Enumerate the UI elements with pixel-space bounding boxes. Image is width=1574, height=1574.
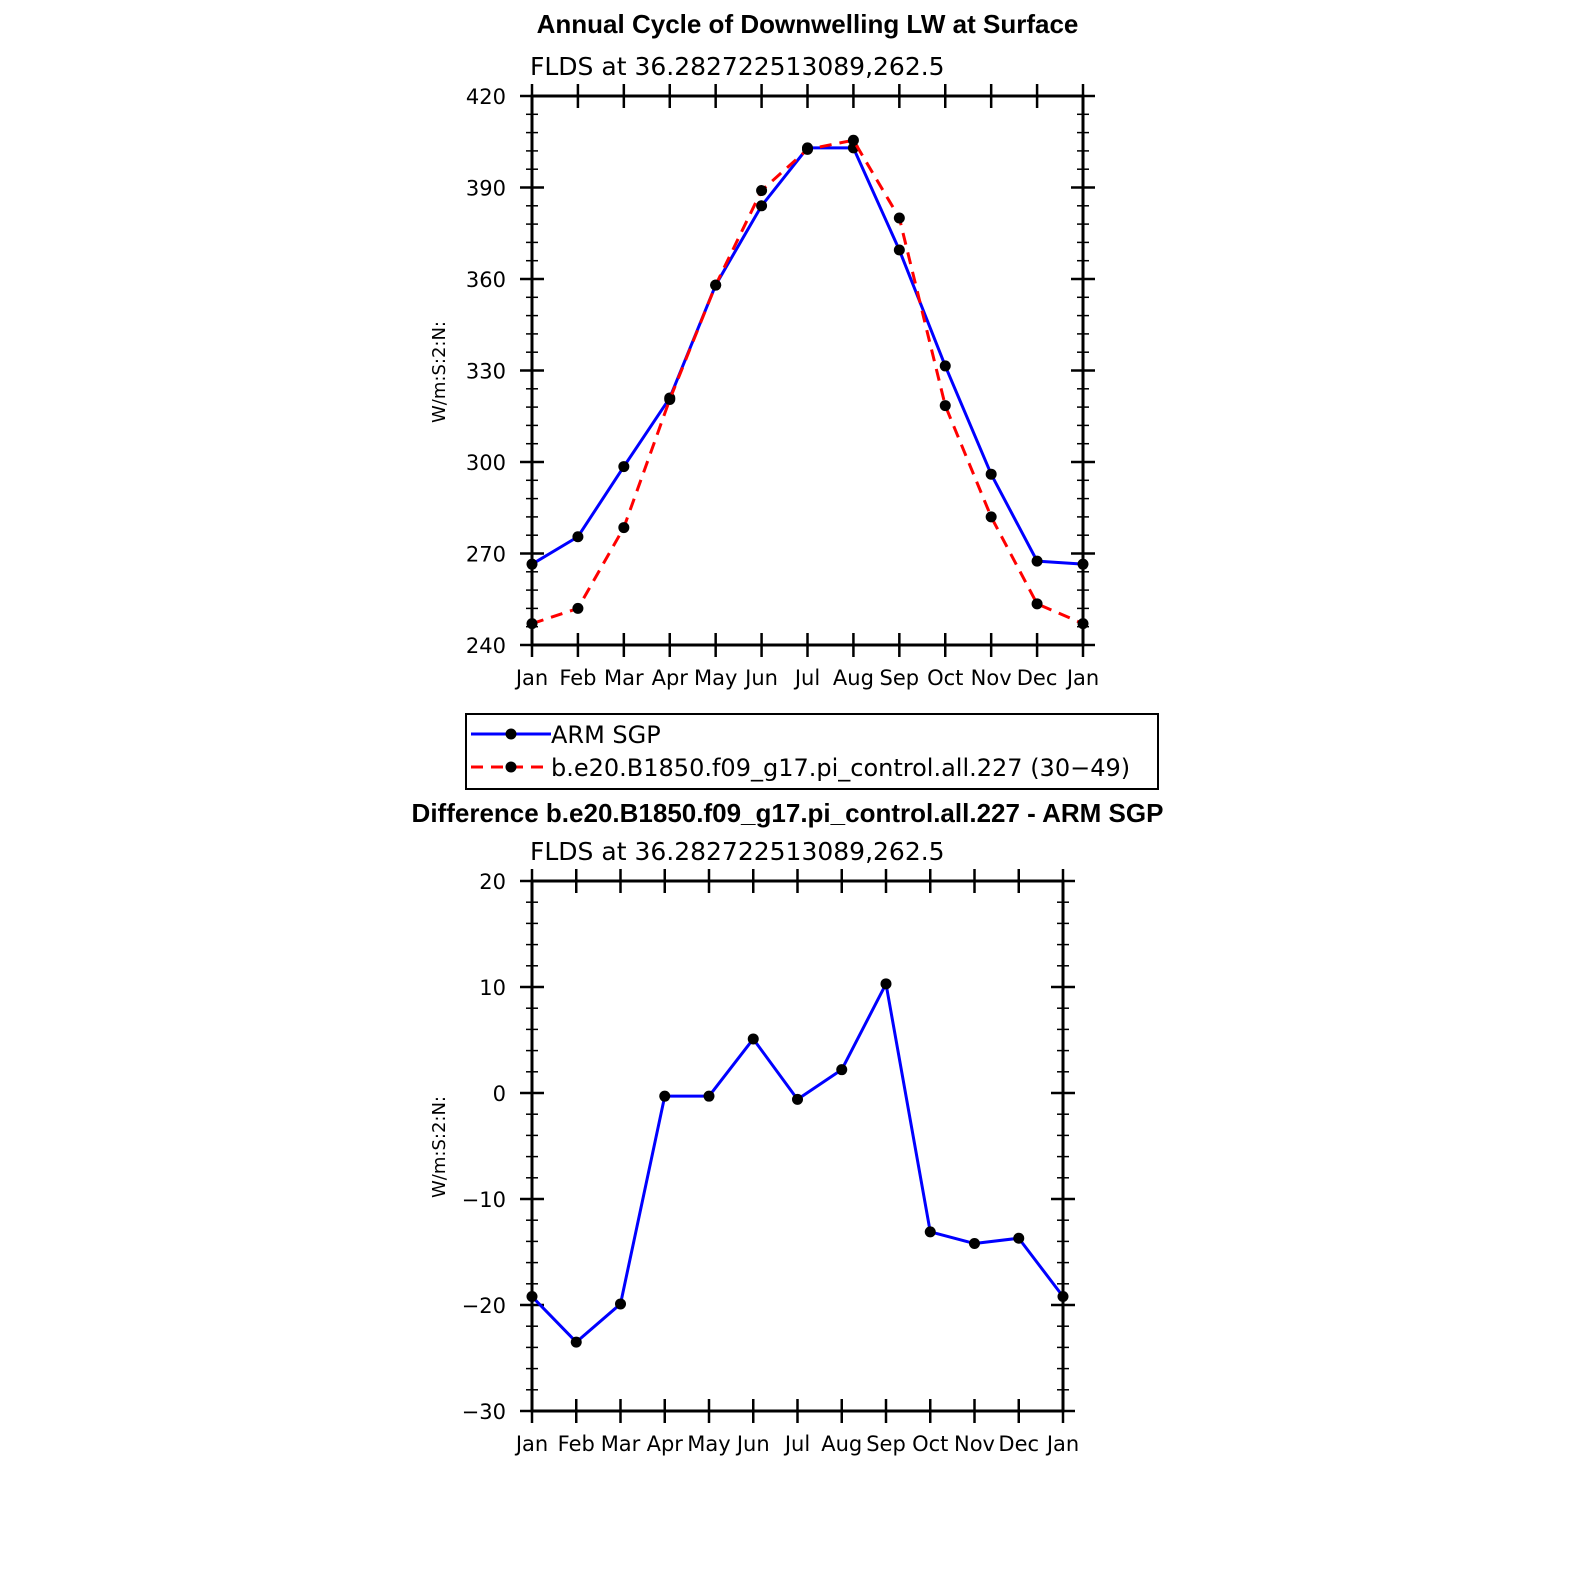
data-point: [985, 511, 997, 523]
data-point: [939, 360, 951, 372]
series-line-1: [531, 146, 1084, 566]
data-point: [526, 618, 538, 630]
data-point: [703, 1090, 715, 1102]
data-point: [618, 522, 630, 534]
x-tick-label: Dec: [1017, 666, 1058, 690]
x-tick-label: Jul: [793, 666, 820, 690]
x-tick-label: Feb: [559, 666, 596, 690]
data-point: [847, 134, 859, 146]
data-point: [526, 1291, 538, 1303]
data-point: [756, 200, 768, 212]
x-tick-label: Jan: [1045, 1432, 1079, 1456]
data-point: [570, 1336, 582, 1348]
data-point: [893, 244, 905, 256]
x-tick-label: Sep: [880, 666, 920, 690]
data-point: [802, 143, 813, 155]
y-tick-label: 360: [466, 268, 506, 292]
x-tick-label: Apr: [652, 666, 689, 690]
y-tick-label: 20: [479, 870, 506, 894]
legend: ARM SGP b.e20.B1850.f09_g17.pi_control.al…: [465, 713, 1159, 790]
legend-label: ARM SGP: [551, 721, 661, 749]
x-tick-label: Jan: [1065, 666, 1099, 690]
y-tick-label: −20: [462, 1294, 506, 1318]
data-point: [1031, 555, 1043, 567]
x-tick-label: Apr: [647, 1432, 684, 1456]
x-tick-label: Nov: [954, 1432, 995, 1456]
x-tick-label: Nov: [971, 666, 1012, 690]
y-axis-label: W/m:S:2:N:: [429, 1096, 450, 1198]
legend-swatch-marker: [505, 728, 517, 740]
x-tick-label: Feb: [558, 1432, 595, 1456]
y-tick-label: −30: [462, 1400, 506, 1424]
x-tick-label: May: [687, 1432, 730, 1456]
data-point: [1057, 1291, 1069, 1303]
data-point: [880, 978, 892, 990]
chart-subtitle: FLDS at 36.282722513089,262.5: [530, 52, 945, 81]
legend-box: [465, 713, 1159, 790]
data-point: [572, 531, 584, 543]
legend-label: b.e20.B1850.f09_g17.pi_control.all.227 (…: [551, 754, 1130, 782]
x-tick-label: Oct: [927, 666, 963, 690]
y-tick-label: −10: [462, 1188, 506, 1212]
data-point: [939, 400, 951, 412]
y-tick-label: 240: [466, 634, 506, 658]
y-tick-label: 300: [466, 451, 506, 475]
x-tick-label: Aug: [833, 666, 874, 690]
chart-subtitle: FLDS at 36.282722513089,262.5: [530, 837, 945, 866]
y-tick-label: 0: [493, 1082, 506, 1106]
chart-title: Annual Cycle of Downwelling LW at Surfac…: [537, 9, 1079, 39]
plot-frame: [530, 94, 1085, 647]
y-tick-label: 270: [466, 543, 506, 567]
x-tick-label: Jun: [735, 1432, 770, 1456]
data-point: [847, 142, 859, 154]
data-point: [792, 1093, 803, 1105]
y-tick-label: 420: [466, 85, 506, 109]
series-line-2: [531, 138, 1084, 626]
y-axis-label: W/m:S:2:N:: [429, 321, 450, 423]
x-tick-label: Aug: [821, 1432, 862, 1456]
data-point: [756, 185, 768, 197]
series-line-1: [530, 982, 1065, 1344]
x-tick-label: Oct: [912, 1432, 948, 1456]
data-point: [572, 602, 584, 614]
x-tick-label: Jul: [783, 1432, 810, 1456]
data-point: [710, 279, 722, 291]
x-tick-label: Jun: [743, 666, 778, 690]
data-point: [526, 558, 538, 570]
data-point: [664, 393, 676, 405]
data-point: [747, 1033, 759, 1045]
data-point: [1077, 558, 1089, 570]
x-tick-label: May: [694, 666, 737, 690]
data-point: [1077, 618, 1089, 630]
x-tick-label: Dec: [998, 1432, 1039, 1456]
data-point: [836, 1064, 848, 1076]
y-tick-label: 330: [466, 360, 506, 384]
chart-panel-1: Annual Cycle of Downwelling LW at Surfac…: [429, 9, 1159, 790]
chart-title: Difference b.e20.B1850.f09_g17.pi_contro…: [412, 798, 1164, 828]
y-tick-label: 390: [466, 177, 506, 201]
x-tick-label: Sep: [866, 1432, 906, 1456]
x-tick-label: Jan: [514, 666, 548, 690]
data-point: [659, 1090, 671, 1102]
plot-frame: [530, 879, 1065, 1413]
data-point: [893, 212, 905, 224]
data-point: [924, 1226, 936, 1238]
y-tick-label: 10: [479, 976, 506, 1000]
data-point: [1013, 1232, 1025, 1244]
data-point: [969, 1238, 980, 1250]
x-tick-label: Mar: [604, 666, 644, 690]
chart-panel-2: Difference b.e20.B1850.f09_g17.pi_contro…: [412, 798, 1164, 1456]
data-point: [615, 1298, 626, 1310]
data-point: [985, 468, 997, 480]
data-point: [1031, 598, 1043, 610]
x-tick-label: Jan: [514, 1432, 548, 1456]
data-point: [618, 461, 630, 473]
legend-swatch-marker: [505, 761, 517, 773]
x-tick-label: Mar: [601, 1432, 641, 1456]
